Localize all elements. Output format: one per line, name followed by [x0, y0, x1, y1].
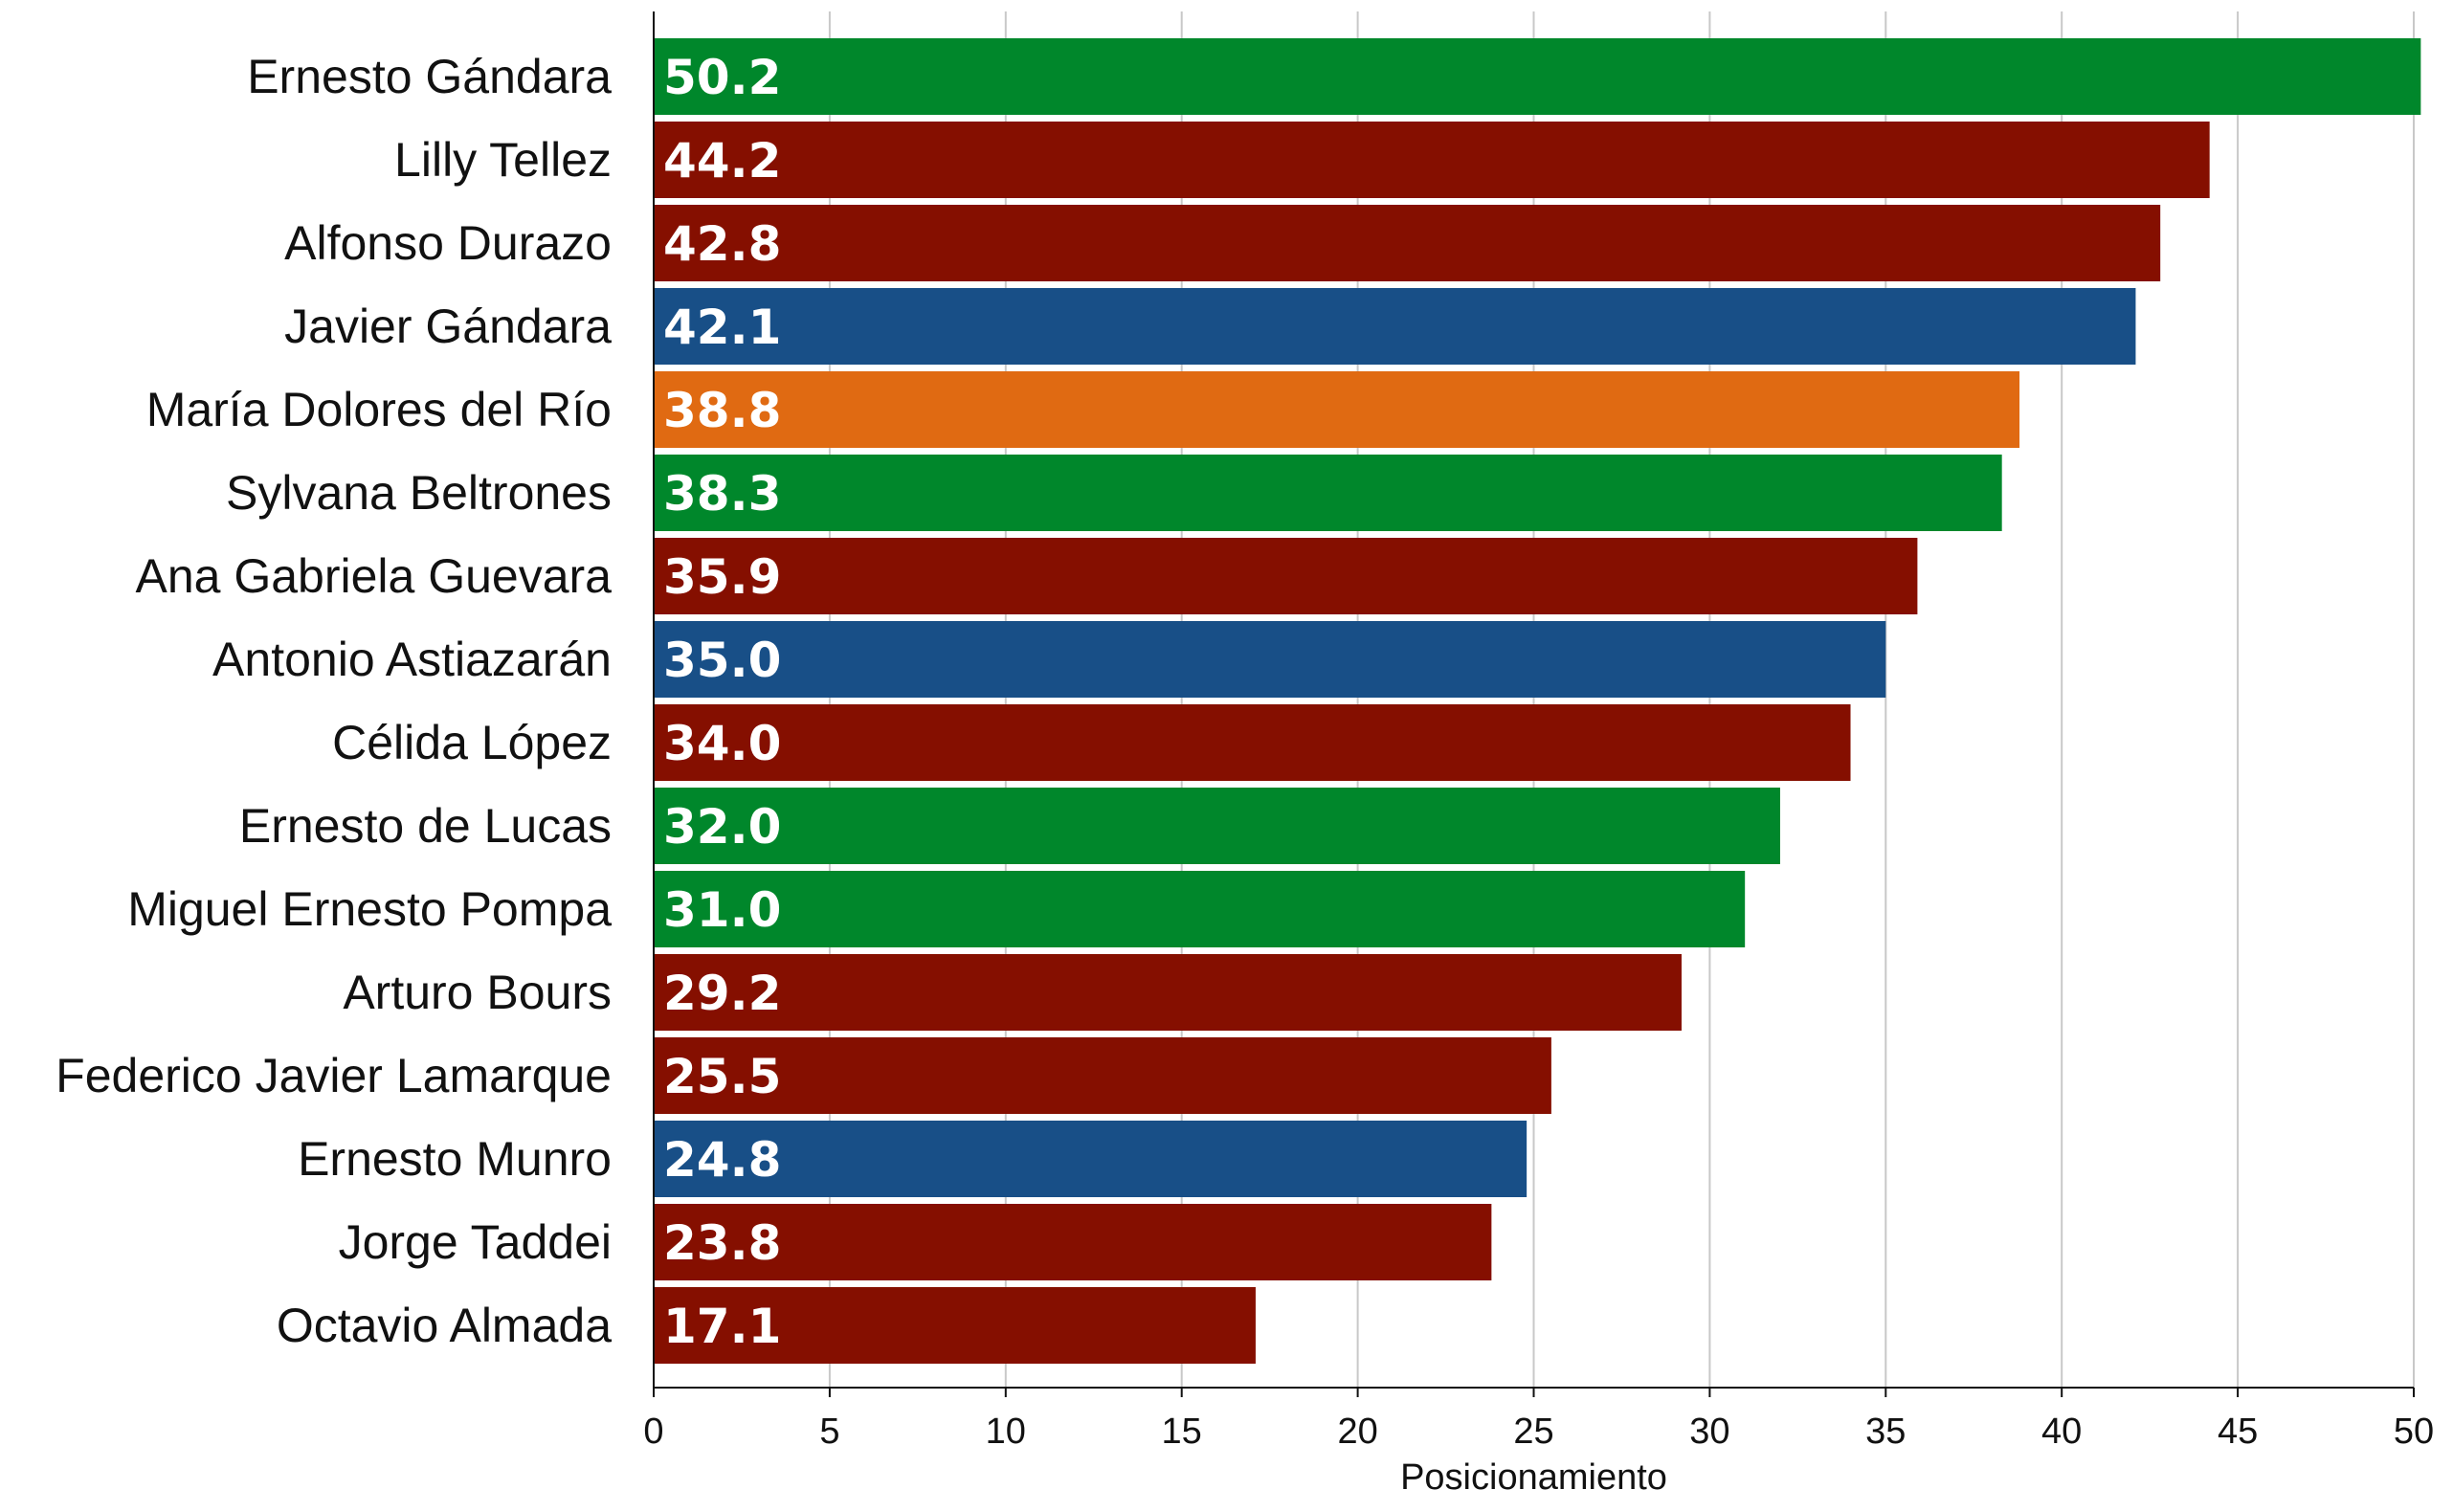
axes: [653, 11, 2415, 1397]
x-axis-title: Posicionamiento: [1400, 1457, 1667, 1498]
category-label: Javier Gándara: [284, 300, 612, 353]
bar: [654, 1121, 1528, 1197]
bar: [654, 788, 1780, 864]
value-label: 23.8: [663, 1215, 781, 1271]
value-label: 44.2: [663, 133, 781, 189]
category-label: Alfonso Durazo: [284, 216, 612, 270]
x-tick-label: 20: [1337, 1412, 1377, 1452]
value-label: 35.0: [663, 633, 781, 688]
x-tick-label: 30: [1689, 1412, 1729, 1452]
bar: [654, 122, 2210, 198]
value-label: 17.1: [663, 1299, 781, 1354]
category-label: Sylvana Beltrones: [226, 466, 612, 520]
bar: [654, 288, 2136, 365]
x-tick-label: 35: [1865, 1412, 1906, 1452]
x-tick-label: 15: [1162, 1412, 1202, 1452]
bar: [654, 621, 1886, 698]
value-label: 31.0: [663, 882, 781, 938]
value-label: 38.8: [663, 383, 781, 438]
value-label: 25.5: [663, 1049, 781, 1104]
x-tick-label: 40: [2041, 1412, 2082, 1452]
category-label: Antonio Astiazarán: [212, 633, 612, 686]
x-tick-label: 0: [643, 1412, 663, 1452]
category-label: Arturo Bours: [343, 966, 612, 1019]
bar: [654, 1204, 1492, 1280]
value-label: 38.3: [663, 466, 781, 522]
category-label: Ana Gabriela Guevara: [135, 549, 612, 603]
category-label: Ernesto Munro: [298, 1132, 612, 1186]
category-label: Ernesto Gándara: [247, 50, 612, 103]
bar: [654, 371, 2020, 448]
category-label: Federico Javier Lamarque: [56, 1049, 612, 1102]
bar: [654, 1287, 1256, 1364]
category-label: Jorge Taddei: [339, 1215, 612, 1269]
bar: [654, 704, 1851, 781]
value-label: 24.8: [663, 1132, 781, 1188]
bar: [654, 38, 2421, 115]
value-label: 29.2: [663, 966, 781, 1021]
category-label: Octavio Almada: [277, 1299, 612, 1352]
value-label: 35.9: [663, 549, 781, 605]
x-tick-label: 10: [986, 1412, 1026, 1452]
category-label: Miguel Ernesto Pompa: [127, 882, 612, 936]
bar: [654, 954, 1682, 1031]
value-label: 32.0: [663, 799, 781, 855]
bar: [654, 205, 2161, 281]
value-label: 34.0: [663, 716, 781, 771]
value-label: 42.8: [663, 216, 781, 272]
bar: [654, 538, 1918, 614]
bar: [654, 1037, 1551, 1114]
x-tick-label: 25: [1513, 1412, 1553, 1452]
labels: 0 5 10 15 20 25 30 35 40 45 50 Ernesto Gándara 50.2 L…: [56, 50, 2434, 1452]
category-label: Célida López: [332, 716, 612, 769]
x-tick-label: 5: [819, 1412, 839, 1452]
x-tick-label: 50: [2394, 1412, 2434, 1452]
bars: [654, 38, 2421, 1364]
value-label: 42.1: [663, 300, 781, 355]
x-tick-label: 45: [2218, 1412, 2258, 1452]
category-label: Ernesto de Lucas: [239, 799, 612, 853]
category-label: Lilly Tellez: [394, 133, 612, 187]
bar: [654, 871, 1746, 947]
value-label: 50.2: [663, 50, 781, 105]
category-label: María Dolores del Río: [146, 383, 612, 436]
bar: [654, 455, 2002, 531]
